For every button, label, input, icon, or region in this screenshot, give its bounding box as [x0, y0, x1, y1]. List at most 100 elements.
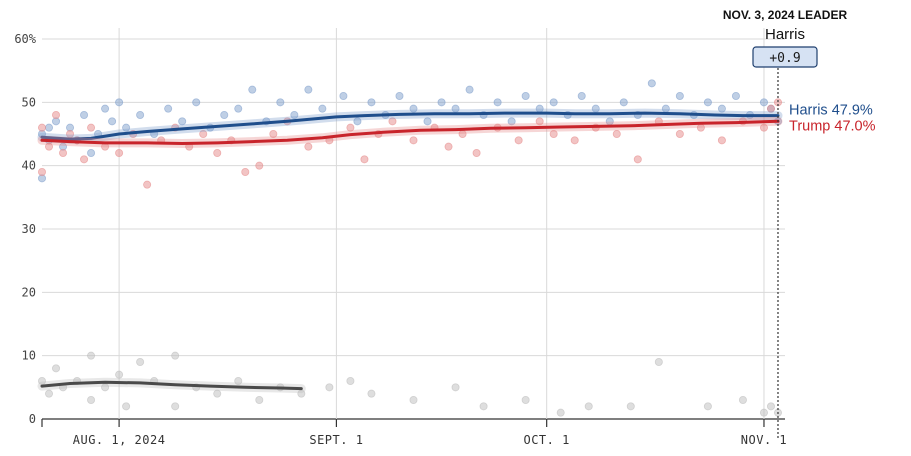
poll-dot [115, 98, 124, 107]
poll-dot [717, 104, 726, 113]
poll-dot [465, 85, 474, 94]
poll-dot [38, 123, 47, 132]
poll-dot [514, 136, 523, 145]
poll-dot [59, 148, 68, 157]
poll-dot [346, 123, 355, 132]
x-tick-label: SEPT. 1 [309, 433, 363, 447]
poll-dot [353, 117, 362, 126]
poll-dot [122, 402, 131, 411]
poll-dot [437, 98, 446, 107]
poll-dot [346, 376, 355, 385]
poll-dot [626, 402, 635, 411]
y-tick-label: 50 [22, 95, 36, 109]
poll-dot [255, 395, 264, 404]
poll-dot [80, 111, 89, 120]
poll-dot [647, 79, 656, 88]
poll-dot [213, 389, 222, 398]
poll-dot [339, 92, 348, 101]
poll-dot [276, 98, 285, 107]
poll-dot [493, 98, 502, 107]
poll-dot [304, 142, 313, 151]
poll-dot [367, 98, 376, 107]
poll-dot [45, 389, 54, 398]
poll-dot [521, 395, 530, 404]
trend-lines [37, 108, 783, 394]
leader-heading: NOV. 3, 2024 LEADER [723, 8, 848, 22]
poll-dot [192, 98, 201, 107]
poll-dot [619, 98, 628, 107]
poll-dot [87, 148, 96, 157]
poll-dot [479, 402, 488, 411]
poll-dot [87, 395, 96, 404]
poll-dot [423, 117, 432, 126]
y-tick-label: 0 [29, 412, 36, 426]
poll-dot [759, 408, 768, 417]
poll-dot [136, 357, 145, 366]
poll-dot [675, 92, 684, 101]
trend-line [40, 119, 780, 145]
x-tick-label: AUG. 1, 2024 [73, 433, 166, 447]
poll-dot [45, 142, 54, 151]
poll-dot [759, 98, 768, 107]
series-end-label: Trump 47.0% [789, 118, 876, 134]
x-tick-label: NOV. 1 [741, 433, 787, 447]
poll-dot [612, 129, 621, 138]
poll-dot [731, 92, 740, 101]
poll-dot [556, 408, 565, 417]
poll-dot [654, 357, 663, 366]
poll-dot [234, 104, 243, 113]
poll-dot [115, 148, 124, 157]
poll-dot [213, 148, 222, 157]
poll-dot [766, 104, 775, 113]
poll-dot [472, 148, 481, 157]
poll-dot [409, 136, 418, 145]
axes: 0 10 20 30 40 50 60% AUG. 1, 2024 SEPT. 1 OCT. 1 N… [14, 32, 787, 447]
leader-margin: +0.9 [769, 51, 800, 66]
poll-dot [521, 92, 530, 101]
poll-dot [577, 92, 586, 101]
leader-annotation: NOV. 3, 2024 LEADER Harris +0.9 [723, 8, 848, 68]
poll-dot [318, 104, 327, 113]
poll-dot [171, 402, 180, 411]
poll-dot [80, 155, 89, 164]
poll-dot [143, 180, 152, 189]
poll-dot [199, 129, 208, 138]
trend-line [40, 111, 780, 141]
poll-dot [171, 351, 180, 360]
poll-dot [766, 402, 775, 411]
poll-dot [45, 123, 54, 132]
poll-dot [535, 117, 544, 126]
poll-dot [325, 383, 334, 392]
poll-dot [409, 104, 418, 113]
poll-dot [549, 129, 558, 138]
poll-dot [290, 111, 299, 120]
x-tick-label: OCT. 1 [523, 433, 569, 447]
poll-dot [255, 161, 264, 170]
series-end-label: Harris 47.9% [789, 103, 873, 119]
y-tick-label: 40 [22, 159, 36, 173]
poll-dot [759, 123, 768, 132]
poll-dot [136, 111, 145, 120]
poll-dot [388, 117, 397, 126]
poll-dot [570, 136, 579, 145]
poll-dot [675, 129, 684, 138]
poll-dot [738, 395, 747, 404]
poll-dot [703, 98, 712, 107]
poll-dot [234, 376, 243, 385]
poll-dot [52, 364, 61, 373]
poll-dot [220, 111, 229, 120]
poll-dot [241, 167, 250, 176]
poll-dot [304, 85, 313, 94]
end-labels: Harris 47.9%Trump 47.0% [789, 103, 876, 135]
poll-dot [52, 111, 61, 120]
poll-dot [360, 155, 369, 164]
poll-dot [444, 142, 453, 151]
y-tick-label: 10 [22, 349, 36, 363]
poll-dot [38, 167, 47, 176]
poll-dot [507, 117, 516, 126]
poll-dot [269, 129, 278, 138]
leader-name: Harris [765, 26, 805, 43]
poll-dot [703, 402, 712, 411]
y-tick-label: 20 [22, 285, 36, 299]
